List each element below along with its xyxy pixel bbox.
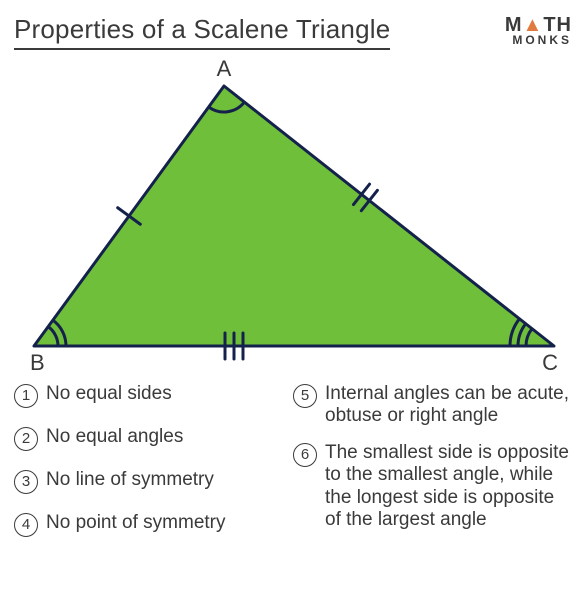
properties-list: 1 No equal sides 2 No equal angles 3 No … bbox=[14, 383, 572, 555]
item-number: 1 bbox=[14, 384, 38, 408]
item-text: No equal sides bbox=[46, 383, 293, 405]
item-text: No equal angles bbox=[46, 426, 293, 448]
item-text: The smallest side is opposite to the sma… bbox=[325, 442, 572, 532]
list-item: 5 Internal angles can be acute, obtuse o… bbox=[293, 383, 572, 428]
item-number: 6 bbox=[293, 443, 317, 467]
list-item: 1 No equal sides bbox=[14, 383, 293, 408]
item-text: No point of symmetry bbox=[46, 512, 293, 534]
list-item: 3 No line of symmetry bbox=[14, 469, 293, 494]
list-item: 2 No equal angles bbox=[14, 426, 293, 451]
item-text: No line of symmetry bbox=[46, 469, 293, 491]
svg-text:A: A bbox=[217, 56, 232, 81]
item-number: 2 bbox=[14, 427, 38, 451]
list-item: 6 The smallest side is opposite to the s… bbox=[293, 442, 572, 532]
logo-sub: MONKS bbox=[505, 35, 572, 46]
item-text: Internal angles can be acute, obtuse or … bbox=[325, 383, 572, 428]
item-number: 3 bbox=[14, 470, 38, 494]
logo: M▲TH MONKS bbox=[505, 16, 572, 46]
item-number: 4 bbox=[14, 513, 38, 537]
item-number: 5 bbox=[293, 384, 317, 408]
svg-text:B: B bbox=[30, 350, 45, 375]
list-item: 4 No point of symmetry bbox=[14, 512, 293, 537]
page-title: Properties of a Scalene Triangle bbox=[14, 14, 390, 50]
svg-text:C: C bbox=[542, 350, 558, 375]
triangle-figure: A B C bbox=[14, 56, 572, 381]
